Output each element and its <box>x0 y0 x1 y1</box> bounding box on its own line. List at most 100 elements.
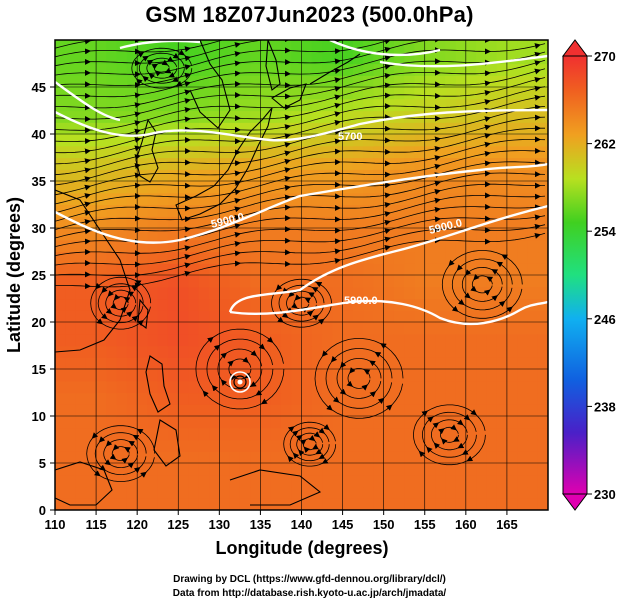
field-cell <box>55 451 66 464</box>
field-cell <box>424 51 436 65</box>
field-cell <box>404 286 416 300</box>
field-cell <box>260 87 272 100</box>
field-cell <box>424 145 436 159</box>
field-cell <box>65 392 77 405</box>
field-cell <box>322 204 333 217</box>
field-cell <box>270 63 282 76</box>
field-cell <box>363 157 374 170</box>
field-cell <box>486 380 498 394</box>
field-cell <box>198 345 210 358</box>
field-cell <box>527 110 539 123</box>
field-cell <box>229 416 241 429</box>
field-cell <box>311 192 323 206</box>
field-cell <box>486 145 498 159</box>
field-cell <box>209 310 220 323</box>
field-cell <box>517 439 529 452</box>
streamline-arrow <box>306 310 314 317</box>
field-cell <box>537 392 548 405</box>
field-cell <box>188 145 200 159</box>
field-cell <box>229 357 241 370</box>
field-cell <box>55 263 66 276</box>
field-cell <box>147 416 159 429</box>
field-cell <box>147 322 159 335</box>
field-cell <box>352 263 364 276</box>
field-cell <box>424 181 436 194</box>
field-cell <box>537 157 548 170</box>
field-cell <box>178 181 190 194</box>
field-cell <box>414 298 426 311</box>
field-cell <box>198 416 210 429</box>
field-cell <box>465 192 477 206</box>
field-cell <box>85 427 97 441</box>
streamline-arrow <box>534 104 541 111</box>
field-cell <box>167 333 179 347</box>
field-cell <box>188 486 200 499</box>
field-cell <box>178 333 190 347</box>
field-cell <box>65 204 77 217</box>
field-cell <box>55 169 66 182</box>
field-cell <box>496 228 508 241</box>
field-cell <box>486 228 498 241</box>
field-cell <box>455 275 467 288</box>
field-cell <box>209 51 220 65</box>
field-cell <box>75 87 87 100</box>
field-cell <box>435 251 446 264</box>
streamline-arrow <box>315 448 323 455</box>
field-cell <box>383 474 395 488</box>
field-cell <box>55 275 66 288</box>
field-cell <box>137 181 149 194</box>
field-cell <box>147 404 159 417</box>
streamline-arrow <box>534 68 541 75</box>
field-cell <box>167 239 179 253</box>
field-cell <box>517 474 529 488</box>
field-cell <box>476 333 487 347</box>
field-cell <box>414 498 426 510</box>
field-cell <box>157 486 169 499</box>
streamline-arrow <box>161 59 169 66</box>
y-tick-label: 35 <box>32 174 46 189</box>
field-cell <box>147 40 159 53</box>
field-cell <box>445 157 457 170</box>
field-cell <box>301 333 313 347</box>
field-cell <box>116 98 128 112</box>
field-cell <box>126 87 138 100</box>
y-axis-title: Latitude (degrees) <box>4 197 24 353</box>
streamline-arrow <box>426 416 434 423</box>
field-cell <box>250 98 262 112</box>
streamline-arrow <box>470 285 477 292</box>
field-cell <box>198 40 210 53</box>
streamline-arrow <box>202 390 209 398</box>
streamline-arrow <box>242 356 249 363</box>
field-cell <box>280 486 292 499</box>
field-cell <box>291 416 303 429</box>
field-cell <box>373 498 385 510</box>
field-cell <box>55 63 66 76</box>
streamline-arrow <box>266 336 274 343</box>
field-cell <box>147 286 159 300</box>
field-cell <box>188 51 200 65</box>
field-cell <box>404 333 416 347</box>
y-tick-label: 0 <box>39 503 46 518</box>
streamline-arrow <box>334 119 341 126</box>
field-cell <box>455 216 467 229</box>
coastline-sakhalin <box>265 40 281 91</box>
field-cell <box>280 251 292 264</box>
field-cell <box>373 486 385 499</box>
streamline-arrow <box>534 204 541 211</box>
field-cell <box>506 380 518 394</box>
field-cell <box>486 486 498 499</box>
field-cell <box>383 75 395 88</box>
field-cell <box>414 439 426 452</box>
colorbar-bottom-triangle <box>562 493 588 511</box>
field-cell <box>537 369 548 382</box>
field-cell <box>55 110 66 123</box>
field-cell <box>291 192 303 206</box>
streamline-arrow <box>433 442 441 449</box>
field-cell <box>517 392 529 405</box>
field-cell <box>167 286 179 300</box>
streamline-arrow <box>298 449 305 457</box>
streamline-arrow <box>91 432 99 439</box>
field-cell <box>373 169 385 182</box>
field-cell <box>126 427 138 441</box>
streamline-arrow <box>146 59 154 66</box>
